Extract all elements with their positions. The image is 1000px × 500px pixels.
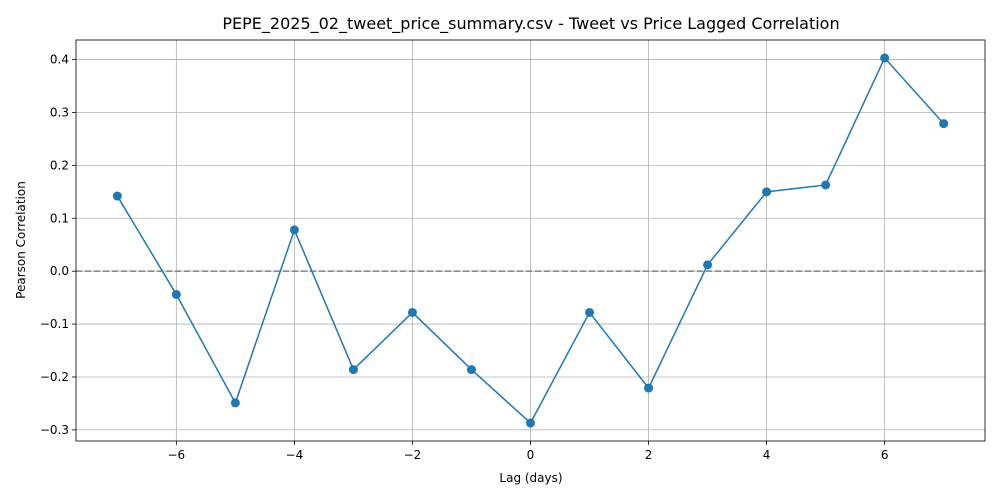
data-point (939, 119, 949, 129)
series-layer (112, 53, 949, 428)
data-point (762, 187, 772, 197)
x-axis-ticks: −6 −4 −2 0 2 4 6 (167, 441, 888, 462)
y-tick-label: −0.2 (40, 370, 69, 384)
data-point (112, 191, 122, 201)
data-point (466, 365, 476, 375)
y-axis-ticks: −0.3 −0.2 −0.1 0.0 0.1 0.2 0.3 0.4 (40, 53, 76, 437)
x-tick-label: 0 (527, 448, 535, 462)
data-point (585, 307, 595, 317)
y-tick-label: 0.2 (50, 158, 69, 172)
x-tick-label: 2 (645, 448, 653, 462)
y-tick-label: 0.1 (50, 211, 69, 225)
data-point (526, 418, 535, 428)
data-point (289, 225, 299, 235)
x-axis-label: Lag (days) (499, 471, 562, 485)
x-tick-label: −2 (404, 448, 422, 462)
y-tick-label: −0.3 (40, 423, 69, 437)
data-point (880, 53, 890, 63)
chart-title: PEPE_2025_02_tweet_price_summary.csv - T… (222, 14, 839, 34)
x-tick-label: 6 (881, 448, 889, 462)
x-tick-label: −4 (286, 448, 304, 462)
y-tick-label: −0.1 (40, 317, 69, 331)
x-tick-label: −6 (167, 448, 185, 462)
data-point (703, 260, 713, 270)
data-point (644, 383, 654, 393)
y-tick-label: 0.4 (50, 53, 69, 67)
data-point (407, 307, 417, 317)
x-tick-label: 4 (763, 448, 771, 462)
data-point (348, 365, 358, 375)
y-tick-label: 0.3 (50, 105, 69, 119)
data-point (171, 289, 181, 299)
y-axis-label: Pearson Correlation (14, 181, 28, 299)
grid-lines (76, 40, 985, 441)
data-point (821, 180, 831, 190)
y-tick-label: 0.0 (50, 264, 69, 278)
data-point (230, 398, 240, 408)
